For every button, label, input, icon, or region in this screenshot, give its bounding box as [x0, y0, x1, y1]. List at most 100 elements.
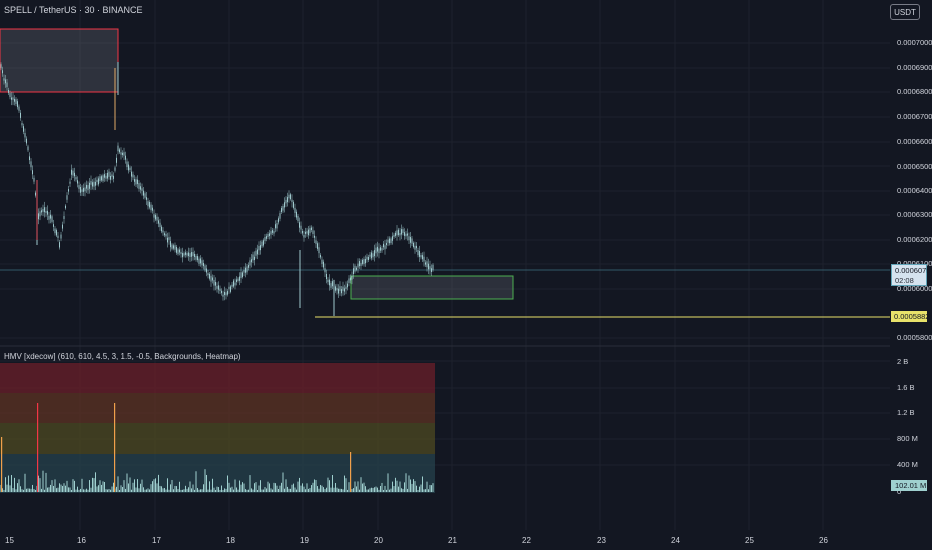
volume-bar: [224, 488, 225, 492]
candle: [158, 220, 159, 224]
heatmap-medium-band: [0, 423, 435, 454]
candle: [384, 245, 386, 250]
volume-bar: [17, 483, 18, 492]
candle: [44, 207, 45, 213]
volume-bar: [317, 486, 318, 492]
volume-bar: [225, 488, 227, 492]
candle: [312, 230, 314, 235]
volume-bar: [122, 487, 123, 492]
volume-bar: [68, 487, 69, 492]
candle: [18, 106, 20, 111]
volume-bar: [417, 489, 419, 492]
demand-zone[interactable]: [350, 275, 514, 300]
candle: [147, 201, 149, 207]
candle: [138, 183, 140, 189]
candle: [123, 152, 125, 156]
candle: [393, 234, 395, 237]
volume-bar: [372, 487, 374, 492]
candle: [392, 236, 393, 241]
candle: [77, 180, 78, 184]
volume-bar: [323, 487, 324, 492]
volume-bar: [194, 489, 195, 492]
candle: [90, 180, 92, 185]
candle: [249, 260, 251, 266]
volume-bar: [72, 479, 74, 492]
volume-bar: [390, 488, 392, 492]
volume-bar: [425, 489, 426, 492]
candle: [257, 249, 258, 255]
volume-bar: [96, 486, 98, 492]
candle: [146, 197, 147, 200]
candle: [152, 207, 153, 211]
volume-bar: [200, 489, 201, 492]
symbol-title[interactable]: SPELL / TetherUS · 30 · BINANCE: [4, 5, 143, 15]
candle: [303, 234, 305, 238]
volume-bar: [192, 484, 194, 492]
candle: [330, 283, 332, 288]
volume-bar: [201, 489, 203, 492]
volume-bar: [278, 488, 279, 492]
price-label: 0.0006900: [897, 63, 932, 72]
candle: [386, 243, 387, 246]
volume-bar: [77, 486, 78, 492]
currency-button[interactable]: USDT: [890, 4, 920, 20]
candle: [300, 225, 302, 230]
volume-bar: [159, 485, 161, 492]
candle: [396, 230, 398, 236]
volume-bar: [239, 480, 240, 492]
candle: [374, 250, 375, 257]
candle: [273, 231, 275, 234]
volume-bar: [344, 475, 345, 492]
candle: [222, 294, 224, 297]
candle: [54, 228, 56, 234]
volume-bar: [336, 487, 338, 492]
volume-bar: [236, 487, 237, 492]
candle: [345, 286, 347, 289]
candle: [35, 192, 36, 196]
candle: [342, 286, 344, 291]
candle: [12, 97, 14, 100]
current-volume-badge: 102.01 M: [891, 480, 927, 491]
volume-bar: [375, 486, 377, 492]
indicator-axis-label: 400 M: [897, 460, 918, 469]
volume-bar: [299, 477, 300, 492]
volume-bar: [171, 479, 173, 492]
candle: [326, 273, 327, 280]
volume-bar: [102, 481, 104, 492]
volume-bar: [63, 483, 65, 492]
candle: [360, 262, 362, 267]
candle: [165, 234, 167, 237]
candle: [167, 237, 168, 243]
volume-bar: [401, 488, 402, 492]
candle: [188, 252, 189, 257]
volume-bar: [113, 482, 114, 492]
volume-bar: [176, 486, 177, 492]
volume-bar: [80, 488, 81, 492]
volume-bar: [147, 488, 149, 492]
volume-bar: [186, 488, 188, 492]
candle: [194, 253, 195, 257]
volume-bar: [29, 488, 30, 492]
candle: [264, 237, 266, 241]
volume-bar: [53, 485, 54, 492]
volume-bar: [345, 478, 347, 492]
volume-bar: [165, 489, 167, 492]
volume-bar: [5, 477, 6, 492]
indicator-title[interactable]: HMV [xdecow] (610, 610, 4.5, 3, 1.5, -0.…: [4, 352, 241, 361]
candle: [182, 253, 183, 258]
candle: [132, 174, 134, 178]
volume-bar: [212, 478, 213, 492]
volume-bar: [44, 489, 45, 492]
supply-zone[interactable]: [0, 28, 119, 93]
candle: [348, 278, 350, 283]
volume-bar: [287, 486, 288, 492]
candle: [368, 256, 369, 260]
candle: [192, 252, 194, 256]
volume-bar: [404, 482, 405, 492]
candle: [65, 205, 66, 209]
candle: [213, 279, 215, 286]
volume-bar: [309, 488, 311, 492]
volume-bar: [149, 489, 150, 492]
candle: [266, 236, 267, 239]
